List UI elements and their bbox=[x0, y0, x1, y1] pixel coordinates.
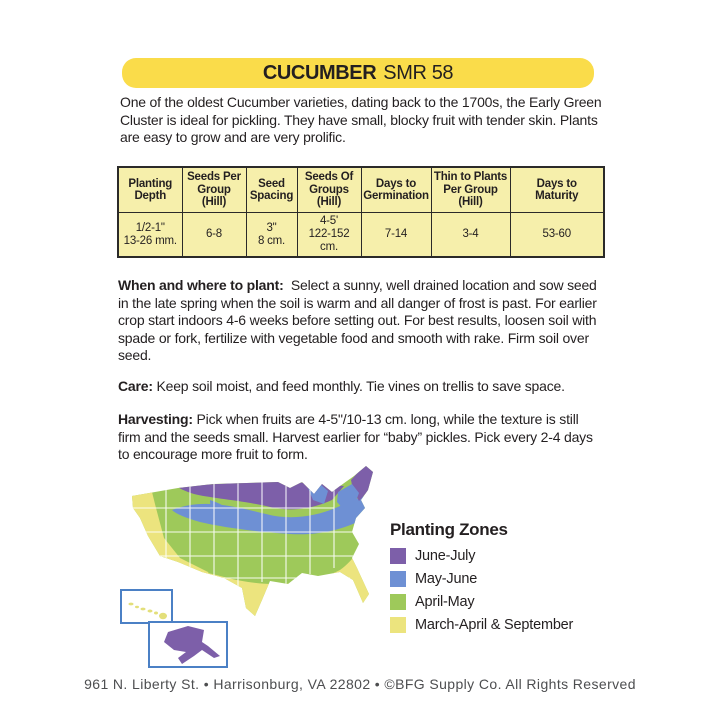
legend-title: Planting Zones bbox=[390, 520, 508, 539]
section-text: Keep soil moist, and feed monthly. Tie v… bbox=[156, 378, 565, 394]
table-cell: 7-14 bbox=[360, 212, 432, 258]
variety-title: CUCUMBER bbox=[262, 61, 377, 84]
table-cell: 53-60 bbox=[509, 212, 605, 258]
legend-item: May-June bbox=[390, 568, 606, 590]
table-header-cell: Seeds Per Group (Hill) bbox=[181, 166, 247, 213]
legend-label: April-May bbox=[415, 594, 475, 610]
legend-item: June-July bbox=[390, 545, 606, 567]
section-care: Care: Keep soil moist, and feed monthly.… bbox=[118, 378, 604, 396]
legend-swatch-june-july bbox=[390, 548, 406, 564]
table-header-cell: Days to Maturity bbox=[509, 166, 605, 213]
legend-swatch-march-april-september bbox=[390, 617, 406, 633]
hawaii-islands bbox=[128, 602, 167, 620]
table-cell: 4-5' 122-152 cm. bbox=[296, 212, 362, 258]
alaska-inset bbox=[148, 621, 228, 668]
table-header-cell: Thin to Plants Per Group (Hill) bbox=[430, 166, 511, 213]
section-text: Pick when fruits are 4-5"/10-13 cm. long… bbox=[118, 411, 593, 462]
planting-zone-map-block: Planting Zones June-July May-June April-… bbox=[118, 460, 608, 678]
footer-address: 961 N. Liberty St. • Harrisonburg, VA 22… bbox=[84, 676, 636, 692]
map-zone-blue-rockies bbox=[210, 500, 236, 526]
intro-text: One of the oldest Cucumber varieties, da… bbox=[120, 94, 602, 145]
legend-label: May-June bbox=[415, 571, 478, 587]
table-value-row: 1/2-1" 13-26 mm. 6-8 3" 8 cm. 4-5' 122-1… bbox=[117, 212, 605, 258]
section-label: When and where to plant: bbox=[118, 277, 284, 293]
alaska-shape bbox=[164, 626, 220, 664]
legend-label: June-July bbox=[415, 548, 476, 564]
table-cell: 6-8 bbox=[181, 212, 247, 258]
section-label: Care: bbox=[118, 378, 153, 394]
section-when-where: When and where to plant: Select a sunny,… bbox=[118, 277, 604, 365]
legend-item: March-April & September bbox=[390, 614, 606, 636]
map-zone-blue-newyork bbox=[337, 484, 359, 510]
planting-zones-legend: Planting Zones June-July May-June April-… bbox=[390, 520, 606, 637]
legend-swatch-april-may bbox=[390, 594, 406, 610]
section-label: Harvesting: bbox=[118, 411, 193, 427]
state-border-lines bbox=[132, 478, 358, 610]
table-header-row: Planting Depth Seeds Per Group (Hill) Se… bbox=[117, 166, 605, 213]
variety-subtitle: SMR 58 bbox=[383, 61, 454, 84]
table-cell: 3" 8 cm. bbox=[245, 212, 298, 258]
section-text: Select a sunny, well drained location an… bbox=[118, 277, 597, 363]
table-header-cell: Planting Depth bbox=[117, 166, 183, 213]
legend-swatch-may-june bbox=[390, 571, 406, 587]
legend-label: March-April & September bbox=[415, 617, 574, 633]
table-header-cell: Days to Germination bbox=[360, 166, 432, 213]
map-zone-purple bbox=[176, 481, 344, 510]
legend-item: April-May bbox=[390, 591, 606, 613]
us-zone-map bbox=[120, 466, 373, 668]
table-cell: 1/2-1" 13-26 mm. bbox=[117, 212, 183, 258]
title-banner: CUCUMBER SMR 58 bbox=[122, 58, 594, 88]
table-header-cell: Seeds Of Groups (Hill) bbox=[296, 166, 362, 213]
hawaii-inset bbox=[120, 589, 173, 624]
planting-spec-table: Planting Depth Seeds Per Group (Hill) Se… bbox=[117, 166, 605, 258]
hawaii-inset-box bbox=[120, 589, 173, 624]
table-cell: 3-4 bbox=[430, 212, 511, 258]
section-harvesting: Harvesting: Pick when fruits are 4-5"/10… bbox=[118, 411, 604, 464]
table-header-cell: Seed Spacing bbox=[245, 166, 298, 213]
